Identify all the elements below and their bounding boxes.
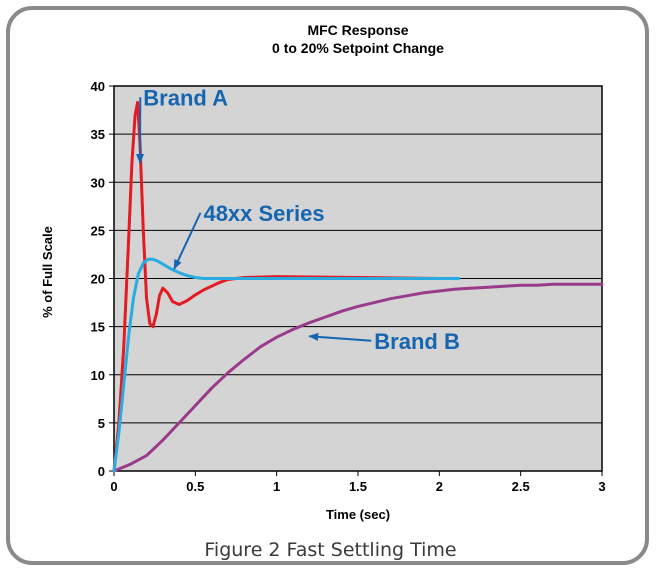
y-tick-label-4: 20 — [91, 272, 105, 287]
series-line-brand-b — [112, 282, 604, 473]
axis-ticks: 0 5 10 15 20 25 30 35 40 0 0.5 1 1.5 2 2.5 3 — [91, 79, 606, 494]
annotation-arrow-1 — [173, 212, 202, 270]
series-line-48xx-series — [112, 257, 461, 473]
x-axis-label: Time (sec) — [326, 507, 390, 522]
gridlines — [114, 85, 602, 424]
x-tick-label-2: 1 — [273, 479, 280, 494]
y-tick-label-6: 30 — [91, 175, 105, 190]
chart-title-line-2: 0 to 20% Setpoint Change — [272, 40, 444, 56]
figure-caption: Figure 2 Fast Settling Time — [204, 539, 457, 561]
series-lines — [112, 100, 604, 473]
x-tick-label-4: 2 — [436, 479, 443, 494]
annotation-label-0: Brand A — [143, 85, 228, 110]
x-tick-label-6: 3 — [598, 479, 605, 494]
annotation-label-2: Brand B — [374, 329, 460, 354]
y-tick-label-3: 15 — [91, 320, 105, 335]
y-tick-label-5: 25 — [91, 223, 105, 238]
annotation-label-1: 48xx Series — [203, 201, 324, 226]
annotations: Brand A 48xx Series Brand B — [136, 85, 460, 354]
annotation-arrow-2 — [308, 332, 372, 342]
y-axis-label: % of Full Scale — [40, 226, 55, 318]
x-tick-label-1: 0.5 — [186, 479, 204, 494]
y-tick-label-0: 0 — [98, 464, 105, 479]
y-tick-label-8: 40 — [91, 79, 105, 94]
y-tick-label-2: 10 — [91, 368, 105, 383]
x-tick-label-5: 2.5 — [512, 479, 530, 494]
chart-title-line-1: MFC Response — [307, 22, 408, 38]
x-tick-label-0: 0 — [110, 479, 117, 494]
y-tick-label-7: 35 — [91, 127, 105, 142]
x-tick-label-3: 1.5 — [349, 479, 367, 494]
y-tick-label-1: 5 — [98, 416, 105, 431]
